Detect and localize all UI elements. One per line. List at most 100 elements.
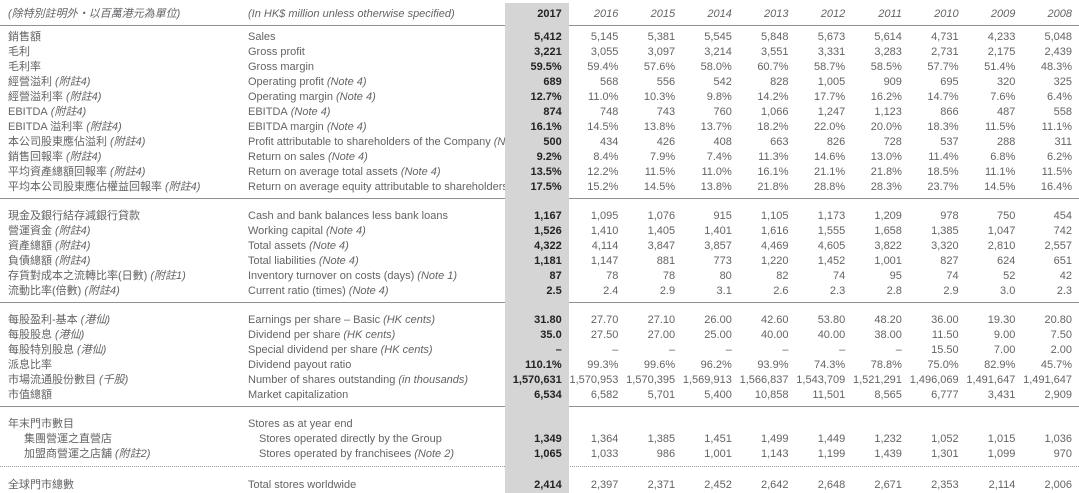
- value-cell: 58.0%: [700, 61, 732, 73]
- value-cell: –: [725, 344, 732, 356]
- table-row: 銷售額 Sales 5,412 5,145 5,381 5,545 5,848 5,673…: [0, 30, 1079, 45]
- value-cell: 5,673: [817, 31, 846, 43]
- value-cell: 53.80: [817, 314, 846, 326]
- value-cell: 1,065: [534, 448, 562, 460]
- table-row: 銷售回報率 (附註4) Return on sales (Note 4) 9.2% 8…: [0, 150, 1079, 165]
- value-cell: 8,565: [874, 389, 902, 401]
- value-cell: 15.2%: [587, 181, 619, 193]
- value-cell: 827: [940, 255, 959, 267]
- table-row: 市值總額 Market capitalization 6,534 6,582 5,7…: [0, 388, 1079, 403]
- value-cell: 743: [656, 106, 676, 118]
- value-cell: 4,469: [760, 240, 789, 252]
- value-cell: 99.3%: [587, 359, 619, 371]
- value-cell: 3,331: [817, 46, 846, 58]
- label-zh: 銷售回報率 (附註4): [8, 151, 102, 163]
- year-header: 2017: [537, 8, 562, 20]
- value-cell: 3,097: [647, 46, 676, 58]
- label-en: Total stores worldwide: [248, 479, 357, 491]
- value-cell: 2,397: [590, 479, 619, 491]
- value-cell: 40.00: [760, 329, 789, 341]
- value-cell: 4,731: [931, 31, 959, 43]
- label-en: EBITDA (Note 4): [248, 106, 331, 118]
- label-zh: 派息比率: [8, 359, 52, 371]
- value-cell: 1,173: [817, 210, 846, 222]
- value-cell: 1,566,837: [739, 374, 789, 386]
- label-en: Dividend per share (HK cents): [248, 329, 396, 341]
- value-cell: 3,857: [704, 240, 732, 252]
- value-cell: 3,055: [590, 46, 619, 58]
- value-cell: 2.4: [603, 285, 619, 297]
- year-header: 2009: [990, 8, 1016, 20]
- value-cell: 2,371: [647, 479, 676, 491]
- label-zh: 毛利: [8, 46, 30, 58]
- value-cell: 6,534: [534, 389, 562, 401]
- value-cell: 11.3%: [758, 151, 789, 163]
- label-zh: 每股特別股息 (港仙): [8, 344, 107, 356]
- value-cell: 9.00: [993, 329, 1016, 341]
- value-cell: –: [555, 344, 562, 356]
- table-header-row: (除特別註明外・以百萬港元為單位) (In HK$ million unless…: [0, 5, 1079, 23]
- value-cell: 568: [600, 76, 619, 88]
- value-cell: 1,076: [647, 210, 676, 222]
- value-cell: 14.5%: [643, 181, 676, 193]
- value-cell: 434: [600, 136, 619, 148]
- label-en: Operating profit (Note 4): [248, 76, 367, 88]
- value-cell: 1,066: [760, 106, 789, 118]
- value-cell: 28.8%: [814, 181, 846, 193]
- value-cell: 99.6%: [643, 359, 676, 371]
- year-header: 2014: [707, 8, 732, 20]
- value-cell: 1,005: [817, 76, 846, 88]
- label-zh: 加盟商營運之店舖 (附註2): [24, 448, 151, 460]
- label-en: Total assets (Note 4): [248, 240, 349, 252]
- table-row: 市場流通股份數目 (千股) Number of shares outstandin…: [0, 373, 1079, 388]
- unit-note-zh: (除特別註明外・以百萬港元為單位): [8, 8, 181, 20]
- value-cell: 1,247: [817, 106, 846, 118]
- value-cell: 325: [1053, 76, 1073, 88]
- label-zh: 每股盈利-基本 (港仙): [8, 314, 110, 326]
- value-cell: 78: [606, 270, 619, 282]
- value-cell: 11.4%: [928, 151, 959, 163]
- label-en: Gross margin: [248, 61, 315, 73]
- value-cell: 1,147: [590, 255, 619, 267]
- value-cell: 25.00: [704, 329, 732, 341]
- value-cell: 22.0%: [814, 121, 846, 133]
- label-zh: 負債總額 (附註4): [8, 255, 91, 267]
- value-cell: 1,521,291: [852, 374, 902, 386]
- value-cell: 1,526: [534, 225, 562, 237]
- value-cell: 3,847: [647, 240, 676, 252]
- value-cell: 20.0%: [870, 121, 902, 133]
- label-zh: 毛利率: [8, 61, 41, 73]
- value-cell: 2,671: [874, 479, 902, 491]
- value-cell: 28.3%: [870, 181, 902, 193]
- value-cell: 14.6%: [814, 151, 846, 163]
- value-cell: 1,439: [874, 448, 902, 460]
- value-cell: 1,220: [760, 255, 789, 267]
- value-cell: 6,582: [590, 389, 619, 401]
- value-cell: 2,909: [1044, 389, 1073, 401]
- value-cell: 18.3%: [927, 121, 959, 133]
- value-cell: 2.9: [943, 285, 959, 297]
- value-cell: 1,209: [874, 210, 902, 222]
- label-zh: 每股股息 (港仙): [8, 329, 85, 341]
- value-cell: 1,385: [931, 225, 959, 237]
- table-row: 每股股息 (港仙) Dividend per share (HK cents) 35…: [0, 328, 1079, 343]
- value-cell: 74.3%: [814, 359, 846, 371]
- value-cell: 426: [656, 136, 676, 148]
- label-en: Stores operated directly by the Group: [259, 433, 442, 445]
- label-zh: 平均本公司股東應佔權益回報率 (附註4): [8, 181, 201, 193]
- value-cell: 454: [1053, 210, 1073, 222]
- value-cell: 1,143: [760, 448, 789, 460]
- label-zh: 經營溢利率 (附註4): [8, 91, 102, 103]
- value-cell: 1,349: [534, 433, 562, 445]
- value-cell: 1,555: [817, 225, 846, 237]
- value-cell: 11.50: [931, 329, 959, 341]
- label-en: Stores operated by franchisees (Note 2): [259, 448, 455, 460]
- value-cell: 1,499: [760, 433, 789, 445]
- value-cell: 78: [662, 270, 676, 282]
- value-cell: 26.00: [704, 314, 732, 326]
- value-cell: 826: [826, 136, 846, 148]
- value-cell: 4,233: [987, 31, 1016, 43]
- table-row: 每股盈利-基本 (港仙) Earnings per share – Basic (H…: [0, 313, 1079, 328]
- value-cell: 11,501: [812, 389, 846, 401]
- value-cell: 82: [776, 270, 789, 282]
